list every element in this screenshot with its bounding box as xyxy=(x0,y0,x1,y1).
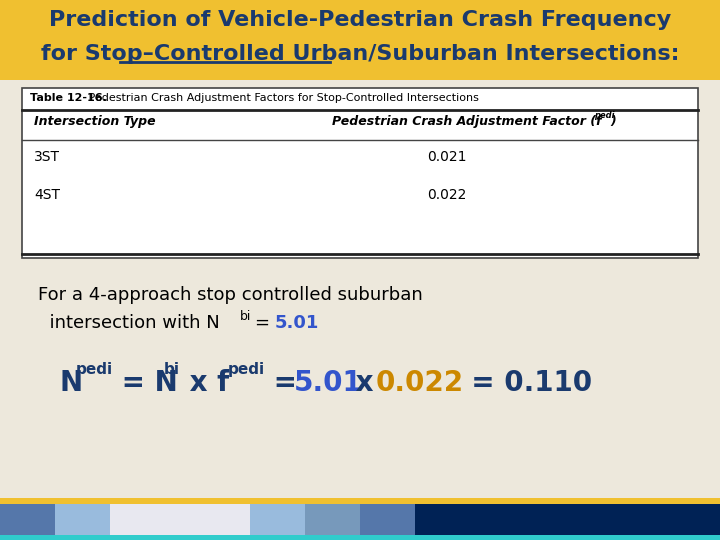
Bar xyxy=(360,504,415,536)
Text: bi: bi xyxy=(164,362,180,377)
Text: 0.021: 0.021 xyxy=(427,150,467,164)
Bar xyxy=(110,504,240,536)
Text: = 0.110: = 0.110 xyxy=(452,369,592,397)
Bar xyxy=(0,504,55,536)
Text: =: = xyxy=(264,369,307,397)
Text: N: N xyxy=(60,369,83,397)
Text: Table 12-16.: Table 12-16. xyxy=(30,93,107,103)
Text: =: = xyxy=(255,314,276,332)
Text: x f: x f xyxy=(180,369,229,397)
Text: 3ST: 3ST xyxy=(34,150,60,164)
Bar xyxy=(22,88,698,258)
Text: 4ST: 4ST xyxy=(34,188,60,202)
Text: pedi: pedi xyxy=(594,111,614,120)
Text: pedi: pedi xyxy=(76,362,113,377)
Text: For a 4-approach stop controlled suburban: For a 4-approach stop controlled suburba… xyxy=(38,286,423,304)
Bar xyxy=(0,535,720,540)
Bar xyxy=(0,498,720,504)
Bar xyxy=(415,504,720,536)
Text: 0.022: 0.022 xyxy=(376,369,464,397)
Bar xyxy=(240,504,250,536)
Text: 5.01: 5.01 xyxy=(294,369,363,397)
Text: Intersection Type: Intersection Type xyxy=(34,115,156,128)
Text: intersection with N: intersection with N xyxy=(38,314,220,332)
Text: 0.022: 0.022 xyxy=(427,188,467,202)
Text: bi: bi xyxy=(240,310,251,323)
Text: 5.01: 5.01 xyxy=(275,314,320,332)
Text: Pedestrian Crash Adjustment Factor (f: Pedestrian Crash Adjustment Factor (f xyxy=(332,115,601,128)
Text: x: x xyxy=(346,369,383,397)
Text: pedi: pedi xyxy=(228,362,265,377)
Text: ): ) xyxy=(610,115,616,128)
Bar xyxy=(250,504,305,536)
Text: for Stop–Controlled Urban/Suburban Intersections:: for Stop–Controlled Urban/Suburban Inter… xyxy=(41,44,679,64)
Bar xyxy=(305,504,360,536)
Bar xyxy=(0,0,720,80)
Text: Prediction of Vehicle-Pedestrian Crash Frequency: Prediction of Vehicle-Pedestrian Crash F… xyxy=(49,10,671,30)
Text: Pedestrian Crash Adjustment Factors for Stop-Controlled Intersections: Pedestrian Crash Adjustment Factors for … xyxy=(85,93,479,103)
Text: = N: = N xyxy=(112,369,178,397)
Bar xyxy=(55,504,110,536)
